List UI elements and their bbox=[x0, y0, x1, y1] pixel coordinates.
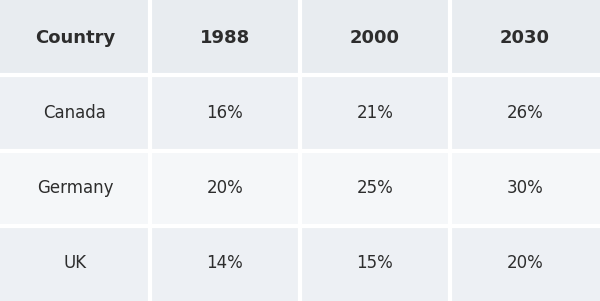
Bar bbox=[0, 0, 150, 75]
Text: 25%: 25% bbox=[356, 179, 394, 197]
Text: 14%: 14% bbox=[206, 254, 244, 272]
Bar bbox=[300, 75, 450, 150]
Bar bbox=[150, 75, 300, 150]
Bar bbox=[300, 0, 450, 75]
Bar bbox=[150, 226, 300, 301]
Bar bbox=[0, 75, 150, 150]
Text: 15%: 15% bbox=[356, 254, 394, 272]
Text: 20%: 20% bbox=[206, 179, 244, 197]
Text: Country: Country bbox=[35, 29, 115, 47]
Bar bbox=[450, 226, 600, 301]
Bar bbox=[450, 150, 600, 226]
Bar bbox=[0, 150, 150, 226]
Bar bbox=[300, 150, 450, 226]
Bar bbox=[150, 0, 300, 75]
Text: 26%: 26% bbox=[506, 104, 544, 122]
Text: UK: UK bbox=[64, 254, 86, 272]
Bar bbox=[450, 0, 600, 75]
Bar bbox=[0, 226, 150, 301]
Text: 20%: 20% bbox=[506, 254, 544, 272]
Text: 2030: 2030 bbox=[500, 29, 550, 47]
Text: 2000: 2000 bbox=[350, 29, 400, 47]
Bar bbox=[450, 75, 600, 150]
Text: Canada: Canada bbox=[44, 104, 106, 122]
Text: 21%: 21% bbox=[356, 104, 394, 122]
Text: 16%: 16% bbox=[206, 104, 244, 122]
Text: 1988: 1988 bbox=[200, 29, 250, 47]
Text: Germany: Germany bbox=[37, 179, 113, 197]
Text: 30%: 30% bbox=[506, 179, 544, 197]
Bar bbox=[300, 226, 450, 301]
Bar bbox=[150, 150, 300, 226]
